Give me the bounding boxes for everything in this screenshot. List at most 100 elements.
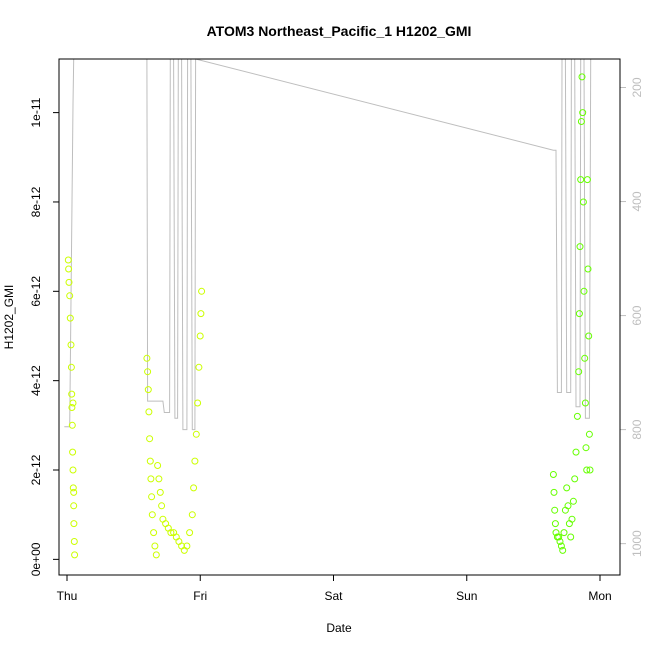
data-point [143, 354, 151, 362]
data-point [71, 551, 79, 559]
data-point [578, 73, 586, 81]
x-axis-label: Date [326, 621, 352, 635]
data-point [69, 484, 77, 492]
data-point [569, 497, 577, 505]
x-tick-label: Mon [588, 589, 611, 603]
data-point [549, 471, 557, 478]
data-point [575, 310, 583, 318]
data-point [146, 435, 154, 443]
data-point [573, 412, 581, 420]
y2-tick-label: 1000 [630, 530, 644, 557]
data-point [188, 511, 196, 519]
data-point [571, 475, 579, 483]
y-tick-label: 8e-12 [29, 186, 43, 217]
data-point [70, 520, 78, 528]
data-point [69, 466, 77, 474]
data-point [197, 310, 205, 318]
data-point [567, 533, 575, 541]
data-point [579, 198, 587, 206]
data-point [69, 399, 77, 407]
data-point [155, 475, 163, 483]
x-tick-label: Thu [57, 589, 78, 603]
data-point [65, 265, 73, 273]
data-point [575, 368, 583, 376]
x-tick-label: Sat [324, 589, 343, 603]
data-point [583, 176, 591, 184]
data-point [150, 529, 158, 537]
data-point [563, 484, 571, 492]
data-point [64, 256, 72, 264]
data-point [144, 386, 152, 394]
data-point [146, 457, 154, 465]
data-point [183, 542, 191, 550]
data-point [194, 399, 202, 407]
data-point [158, 502, 166, 510]
data-point [555, 533, 563, 541]
pressure-line-layer [64, 58, 592, 431]
data-point [154, 462, 162, 469]
y-tick-label: 6e-12 [29, 276, 43, 307]
data-point [583, 466, 591, 474]
chart-title: ATOM3 Northeast_Pacific_1 H1202_GMI [207, 23, 472, 39]
data-point [148, 493, 156, 501]
data-point [145, 408, 153, 416]
data-point [559, 546, 567, 554]
data-point [576, 243, 584, 251]
data-point [148, 511, 156, 519]
data-point [65, 278, 73, 286]
data-point [586, 466, 594, 474]
data-point [152, 551, 160, 559]
data-point [144, 368, 152, 376]
x-tick-label: Fri [193, 589, 207, 603]
data-point [560, 529, 568, 537]
data-point [156, 488, 164, 496]
data-point [568, 515, 576, 523]
data-point [572, 448, 580, 456]
data-point [66, 292, 74, 300]
data-point [167, 529, 175, 537]
data-point [551, 520, 559, 528]
data-point [564, 502, 572, 510]
data-point [577, 118, 585, 125]
y2-tick-label: 200 [630, 77, 644, 97]
pressure-line [64, 58, 592, 431]
data-point [556, 538, 564, 545]
data-point [196, 332, 204, 340]
data-point [582, 444, 590, 452]
data-point [580, 287, 588, 295]
data-point [70, 502, 78, 510]
data-point [195, 363, 203, 371]
data-points-layer [64, 73, 594, 559]
data-point [551, 506, 559, 514]
data-point [584, 265, 592, 273]
data-point [68, 390, 76, 398]
data-point [191, 457, 199, 465]
plot-frame [58, 58, 621, 576]
data-point [147, 475, 155, 483]
data-point [70, 488, 78, 496]
data-point [198, 287, 206, 295]
data-point [68, 421, 76, 429]
data-point [579, 109, 587, 117]
data-point [69, 448, 77, 456]
x-tick-label: Sun [456, 589, 477, 603]
data-point [577, 176, 585, 184]
y-tick-label: 2e-12 [29, 454, 43, 485]
data-point [151, 542, 159, 550]
y-tick-label: 1e-11 [29, 97, 43, 127]
data-point [67, 363, 75, 371]
y-axis-label: H1202_GMI [2, 285, 16, 350]
data-point [68, 404, 76, 411]
data-point [550, 488, 558, 496]
data-point [557, 542, 565, 550]
data-point [585, 430, 593, 438]
data-point [67, 341, 75, 349]
y2-tick-label: 800 [630, 419, 644, 439]
y-tick-label: 4e-12 [29, 365, 43, 396]
data-point [192, 430, 200, 438]
y2-tick-label: 400 [630, 191, 644, 211]
data-point [581, 399, 589, 407]
data-point [585, 332, 593, 340]
